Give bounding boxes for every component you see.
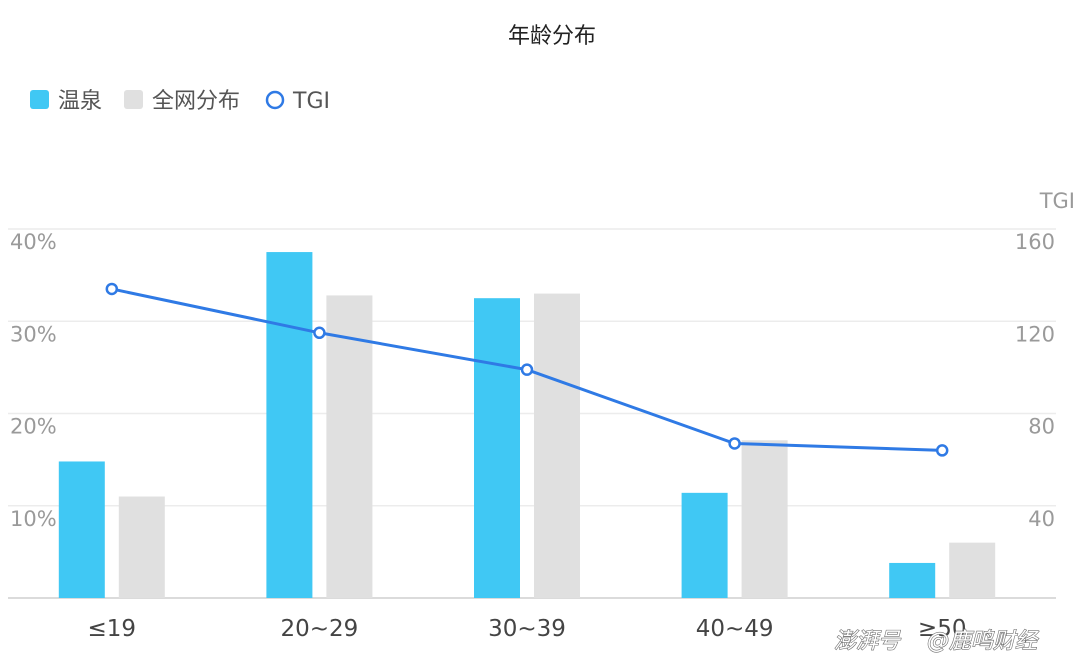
bar-wenquan <box>58 461 105 598</box>
tgi-point <box>520 363 534 376</box>
category-label: 20~29 <box>280 616 358 642</box>
bar-network <box>118 496 165 598</box>
left-tick-label: 30% <box>10 322 57 346</box>
right-tick-label: 80 <box>1028 415 1055 439</box>
bar-wenquan <box>681 492 728 598</box>
bar-wenquan <box>266 252 313 598</box>
legend-marker-tgi <box>265 90 285 110</box>
watermark-source: 澎湃号 <box>834 629 901 654</box>
left-axis-ticks: 10% 20% 30% 40% <box>10 230 57 531</box>
watermark-author: @鹿鸣财经 <box>927 629 1039 654</box>
grid-lines <box>8 228 1056 599</box>
tgi-point <box>313 326 326 340</box>
watermark: 澎湃号 @鹿鸣财经 <box>833 628 1039 654</box>
tgi-point <box>728 437 741 450</box>
legend-swatch-network <box>124 90 143 109</box>
right-axis-ticks: 40 80 120 160 <box>1015 230 1055 531</box>
bar-network <box>534 293 580 598</box>
category-label: 40~49 <box>696 616 774 642</box>
right-axis-title: TGI <box>1039 189 1075 213</box>
chart-title: 年龄分布 <box>508 24 596 49</box>
category-labels: ≤19 20~29 30~39 40~49 ≥50 <box>88 616 967 642</box>
bar-wenquan <box>474 298 520 598</box>
left-tick-label: 10% <box>10 507 57 531</box>
legend-swatch-wenquan <box>30 90 49 109</box>
category-label: 30~39 <box>488 616 566 642</box>
legend-label-tgi: TGI <box>292 89 330 114</box>
category-label: ≥50 <box>918 616 967 642</box>
left-tick-label: 20% <box>10 415 57 439</box>
bars <box>58 252 996 598</box>
tgi-point <box>105 282 119 296</box>
bar-network <box>326 295 373 598</box>
right-tick-label: 40 <box>1028 507 1055 531</box>
legend-label-wenquan: 温泉 <box>58 89 102 114</box>
category-label: ≤19 <box>88 616 137 642</box>
tgi-point <box>935 444 949 457</box>
bar-network <box>949 542 996 598</box>
left-tick-label: 40% <box>10 230 57 254</box>
right-tick-label: 160 <box>1015 230 1055 254</box>
bar-network <box>741 440 788 598</box>
tgi-line <box>105 282 949 457</box>
legend: 温泉 全网分布 TGI <box>30 89 330 114</box>
legend-label-network: 全网分布 <box>152 89 240 114</box>
bar-wenquan <box>889 562 936 598</box>
right-tick-label: 120 <box>1015 322 1055 346</box>
